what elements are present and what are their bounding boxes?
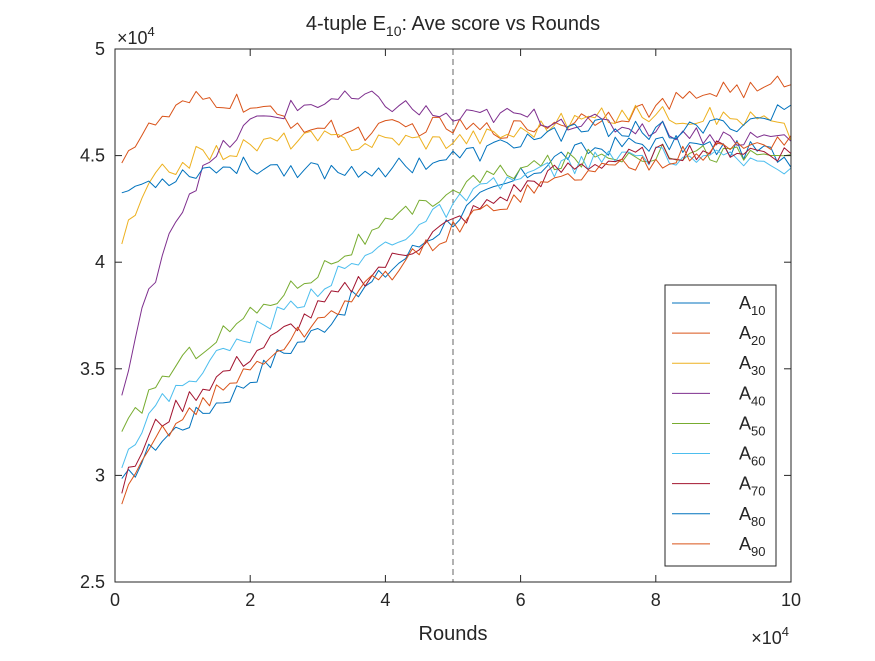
series-line-a70 [121, 140, 792, 494]
x-tick-label: 0 [110, 590, 120, 610]
y-axis-exponent-power: 4 [148, 24, 155, 39]
legend-label-subscript: 20 [751, 333, 765, 348]
x-axis-exponent-label: ×104 [751, 624, 789, 648]
x-axis-label: Rounds [419, 623, 488, 645]
legend-box [664, 284, 777, 567]
x-tick-label: 10 [781, 590, 801, 610]
x-tick-label: 4 [380, 590, 390, 610]
y-tick-label: 4 [95, 252, 105, 272]
legend-label-subscript: 30 [751, 363, 765, 378]
legend-label-subscript: 70 [751, 484, 765, 499]
y-tick-label: 3 [95, 465, 105, 485]
y-tick-label: 4.5 [80, 146, 105, 166]
series-line-a10 [121, 135, 792, 479]
legend-label-subscript: 90 [751, 544, 765, 559]
chart-title-suffix: : Ave score vs Rounds [402, 13, 601, 35]
series-line-a60 [121, 146, 792, 469]
axes: 0 2 4 6 8 10 2.5 3 3.5 4 4.5 5 ×104 ×104 Rounds 4-tuple… [80, 13, 801, 648]
y-tick-label: 3.5 [80, 359, 105, 379]
x-tick-label: 2 [245, 590, 255, 610]
legend-label-subscript: 50 [751, 423, 765, 438]
legend-label-subscript: 10 [751, 303, 765, 318]
chart-title: 4-tuple E10: Ave score vs Rounds [306, 13, 600, 39]
legend-label-subscript: 60 [751, 454, 765, 469]
y-tick-label: 5 [95, 39, 105, 59]
legend-label-subscript: 80 [751, 514, 765, 529]
x-tick-label: 8 [651, 590, 661, 610]
series-line-a30 [121, 104, 792, 245]
series-line-a80 [121, 104, 792, 194]
x-tick-label: 6 [516, 590, 526, 610]
series-group [121, 75, 792, 505]
axes-box [114, 48, 792, 583]
y-axis-exponent-label: ×104 [117, 24, 155, 48]
chart-title-subscript: 10 [386, 23, 402, 39]
series-line-a20 [121, 75, 792, 164]
x-axis-exponent-power: 4 [782, 624, 789, 639]
y-tick-label: 2.5 [80, 572, 105, 592]
legend-label-subscript: 40 [751, 393, 765, 408]
series-line-a90 [121, 135, 792, 505]
